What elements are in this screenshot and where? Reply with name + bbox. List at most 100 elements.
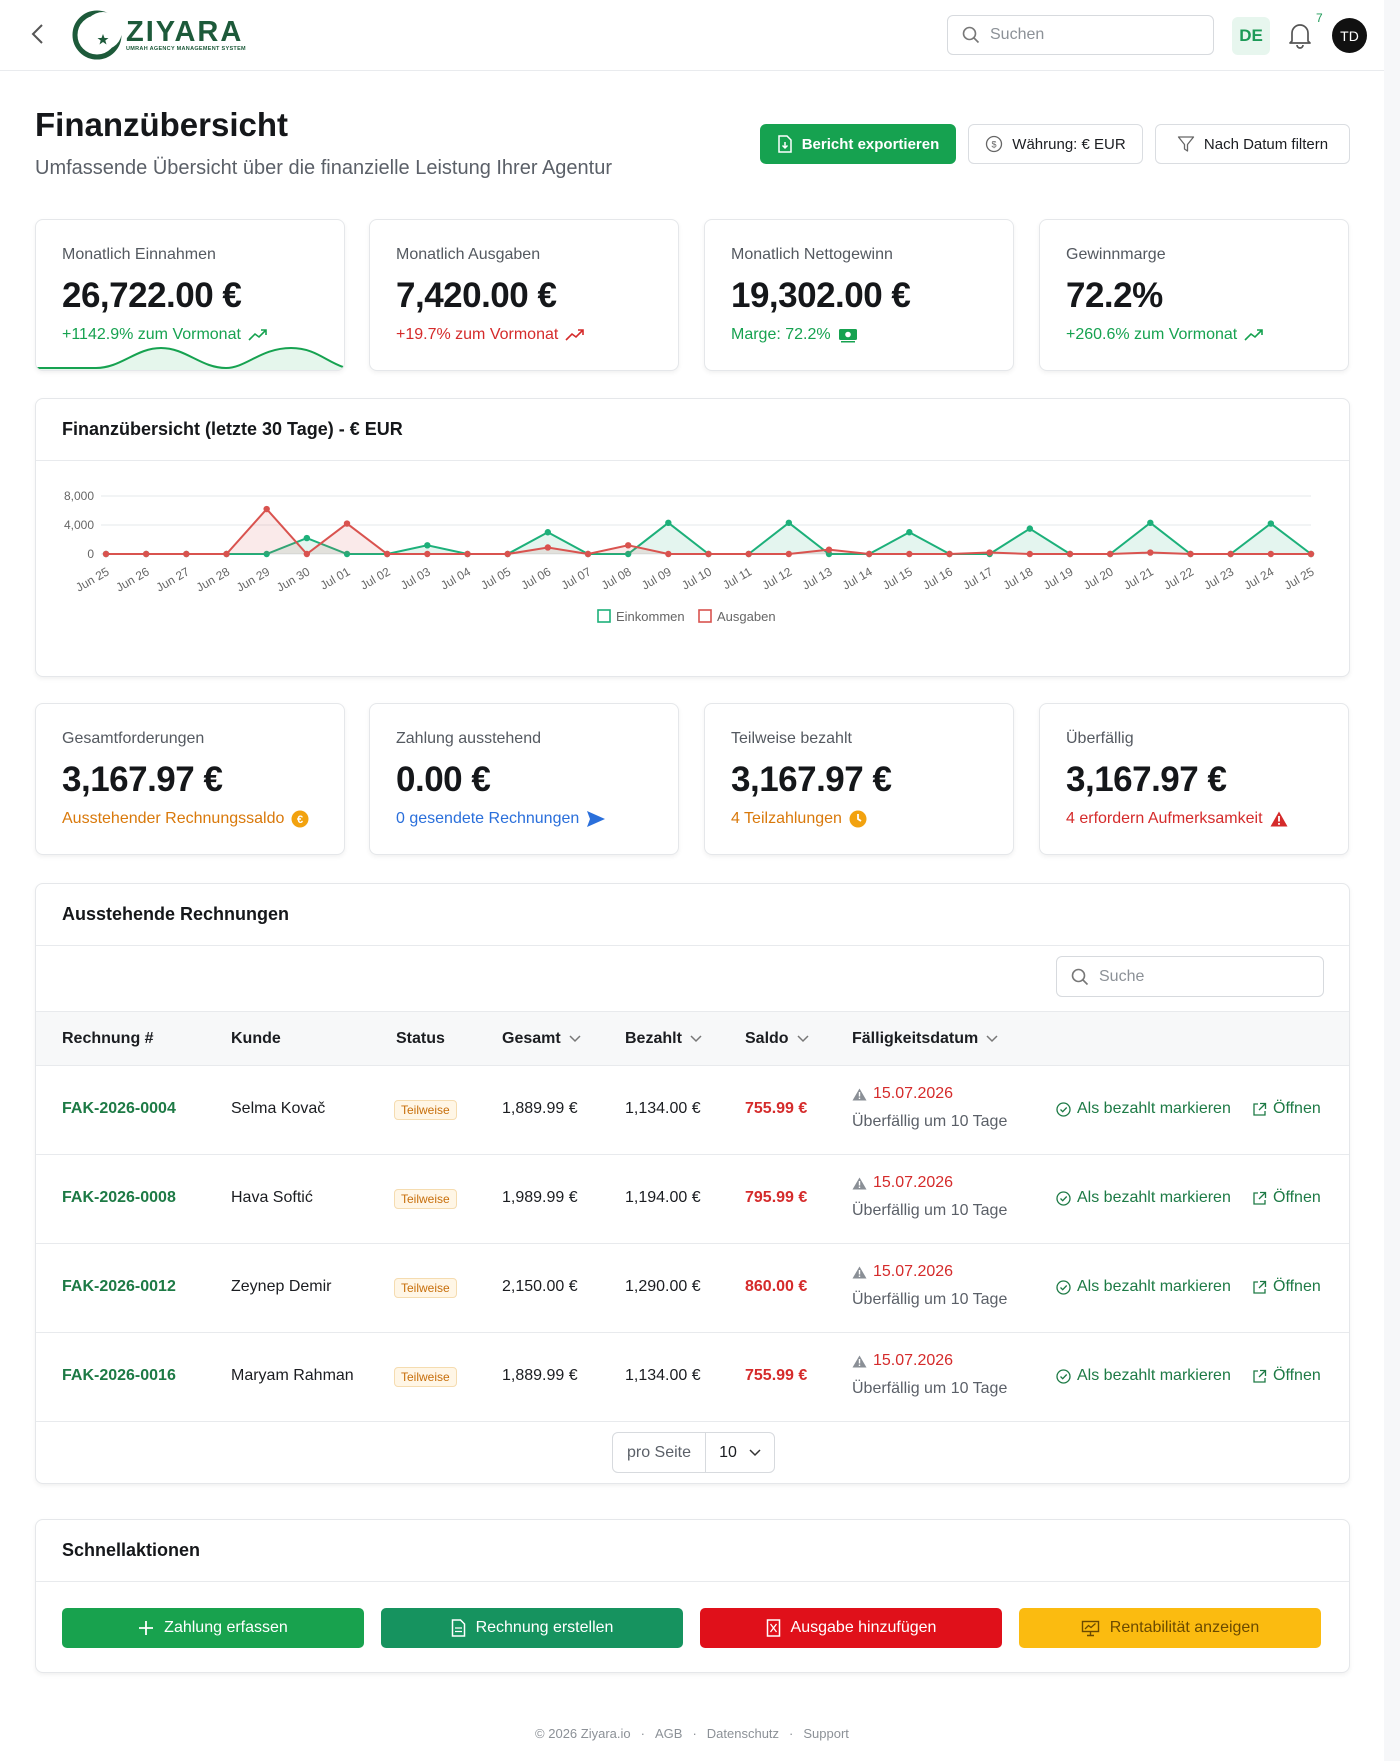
logo-crescent-icon — [72, 10, 122, 60]
table-row: FAK-2026-0016 Maryam Rahman Teilweise 1,889… — [36, 1333, 1349, 1422]
stat-note-text: Ausstehender Rechnungssaldo — [62, 810, 285, 827]
column-paid[interactable]: Bezahlt — [625, 1030, 702, 1048]
export-report-button[interactable]: Bericht exportieren — [760, 124, 956, 164]
invoice-number-link[interactable]: FAK-2026-0004 — [62, 1100, 176, 1117]
language-switch[interactable]: DE — [1232, 17, 1270, 55]
column-label: Saldo — [745, 1030, 789, 1047]
mark-paid-button[interactable]: Als bezahlt markieren — [1056, 1100, 1231, 1118]
footer-separator: · — [692, 1726, 697, 1741]
column-status[interactable]: Status — [396, 1030, 445, 1048]
x-tick-label: Jun 28 — [194, 564, 232, 594]
column-invoice[interactable]: Rechnung # — [62, 1030, 154, 1048]
invoice-number-link[interactable]: FAK-2026-0012 — [62, 1278, 176, 1295]
table-row: FAK-2026-0004 Selma Kovač Teilweise 1,889.9… — [36, 1066, 1349, 1155]
status-badge: Teilweise — [394, 1278, 457, 1298]
invoice-total: 2,150.00 € — [502, 1278, 578, 1295]
svg-text:€: € — [297, 814, 303, 826]
data-point — [865, 550, 873, 558]
invoice-number-link[interactable]: FAK-2026-0008 — [62, 1189, 176, 1206]
currency-button[interactable]: $ Währung: € EUR — [968, 124, 1143, 164]
kpi-card-net-profit: Monatlich Nettogewinn 19,302.00 € Marge:… — [704, 219, 1014, 371]
customer-name: Selma Kovač — [231, 1100, 326, 1117]
x-tick-label: Jul 08 — [599, 564, 634, 592]
column-customer[interactable]: Kunde — [231, 1030, 281, 1048]
global-search[interactable] — [947, 15, 1214, 55]
export-report-label: Bericht exportieren — [801, 135, 940, 153]
column-label: Rechnung # — [62, 1030, 154, 1047]
open-invoice-button[interactable]: Öffnen — [1252, 1278, 1321, 1296]
data-point — [464, 550, 471, 558]
x-tick-label: Jun 29 — [234, 564, 272, 594]
footer-link-terms[interactable]: AGB — [654, 1726, 683, 1741]
footer-link-support[interactable]: Support — [803, 1726, 849, 1741]
send-icon — [587, 811, 606, 827]
trend-up-icon — [1244, 329, 1264, 341]
invoice-search-input[interactable] — [1099, 967, 1299, 986]
mark-paid-button[interactable]: Als bezahlt markieren — [1056, 1367, 1231, 1385]
footer-separator: · — [640, 1726, 645, 1741]
x-tick-label: Jul 07 — [559, 564, 594, 592]
finance-chart: 0 4,000 8,000 Jun 25 Jun 26 Jun 27 Jun 28 Jun 2… — [64, 489, 1317, 624]
column-due-date[interactable]: Fälligkeitsdatum — [852, 1030, 998, 1048]
record-payment-button[interactable]: Zahlung erfassen — [62, 1608, 364, 1648]
logo[interactable]: ZIYARA UMRAH AGENCY MANAGEMENT SYSTEM — [72, 10, 246, 60]
stat-label: Teilweise bezahlt — [731, 730, 852, 747]
back-icon[interactable] — [26, 22, 50, 46]
chevron-down-icon — [690, 1035, 702, 1043]
footer-link-privacy[interactable]: Datenschutz — [706, 1726, 780, 1741]
revenue-sparkline — [36, 346, 344, 370]
kpi-trend: +260.6% zum Vormonat — [1066, 326, 1264, 344]
data-point — [946, 550, 953, 558]
x-tick-label: Jul 25 — [1282, 564, 1317, 592]
stat-card-overdue: Überfällig 3,167.97 € 4 erfordern Aufmer… — [1039, 703, 1349, 855]
x-tick-label: Jun 30 — [274, 564, 312, 594]
data-point — [343, 550, 351, 558]
data-point — [1267, 550, 1275, 558]
per-page-dropdown[interactable]: 10 — [706, 1433, 774, 1472]
stat-label: Zahlung ausstehend — [396, 730, 541, 747]
data-point — [1066, 550, 1074, 558]
invoice-balance: 795.99 € — [745, 1189, 808, 1206]
series-area-income — [106, 522, 1311, 554]
due-date-cell: 15.07.2026 Überfällig um 10 Tage — [852, 1263, 1007, 1309]
create-invoice-button[interactable]: Rechnung erstellen — [381, 1608, 683, 1648]
warning-icon — [852, 1266, 867, 1278]
chart-card-header: Finanzübersicht (letzte 30 Tage) - € EUR — [36, 399, 1349, 461]
warning-icon — [1270, 811, 1288, 827]
date-filter-button[interactable]: Nach Datum filtern — [1155, 124, 1350, 164]
x-tick-label: Jul 20 — [1081, 564, 1116, 592]
mark-paid-button[interactable]: Als bezahlt markieren — [1056, 1278, 1231, 1296]
warning-icon — [852, 1088, 867, 1100]
invoice-number-link[interactable]: FAK-2026-0016 — [62, 1367, 176, 1384]
invoice-balance: 755.99 € — [745, 1100, 808, 1117]
show-profitability-button[interactable]: Rentabilität anzeigen — [1019, 1608, 1321, 1648]
data-point — [785, 519, 793, 527]
column-balance[interactable]: Saldo — [745, 1030, 809, 1048]
data-point — [102, 550, 110, 558]
data-point — [1147, 549, 1154, 556]
global-search-input[interactable] — [990, 26, 1190, 44]
dollar-circle-icon: $ — [986, 135, 1003, 153]
kpi-card-margin: Gewinnmarge 72.2% +260.6% zum Vormonat — [1039, 219, 1349, 371]
bell-icon[interactable] — [1287, 20, 1313, 50]
column-label: Bezahlt — [625, 1030, 682, 1047]
warning-icon — [852, 1177, 867, 1189]
open-invoice-button[interactable]: Öffnen — [1252, 1100, 1321, 1118]
chart-title: Finanzübersicht (letzte 30 Tage) - € EUR — [62, 419, 403, 439]
open-invoice-button[interactable]: Öffnen — [1252, 1189, 1321, 1207]
add-expense-button[interactable]: Ausgabe hinzufügen — [700, 1608, 1002, 1648]
invoice-balance: 755.99 € — [745, 1367, 808, 1384]
mark-paid-button[interactable]: Als bezahlt markieren — [1056, 1189, 1231, 1207]
avatar[interactable]: TD — [1332, 18, 1367, 53]
y-tick-label: 8,000 — [64, 489, 94, 503]
invoice-search[interactable] — [1056, 956, 1324, 997]
legend-label: Einkommen — [616, 609, 685, 624]
per-page-label: pro Seite — [613, 1433, 706, 1472]
open-invoice-button[interactable]: Öffnen — [1252, 1367, 1321, 1385]
invoice-paid: 1,290.00 € — [625, 1278, 701, 1295]
stat-card-pending: Zahlung ausstehend 0.00 € 0 gesendete Re… — [369, 703, 679, 855]
column-total[interactable]: Gesamt — [502, 1030, 581, 1048]
table-header: Rechnung # Kunde Status Gesamt Bezahlt S… — [36, 1011, 1349, 1066]
series-area-expenses — [106, 509, 1311, 554]
